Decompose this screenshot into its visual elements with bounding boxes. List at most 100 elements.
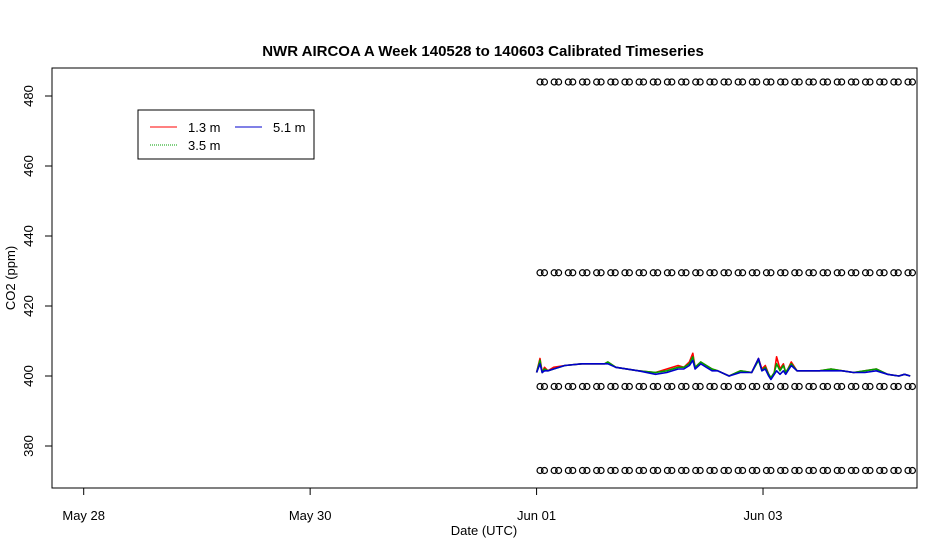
y-tick-label: 420 <box>21 295 36 317</box>
reference-point <box>838 382 846 391</box>
reference-point <box>578 269 587 277</box>
x-tick-label: May 30 <box>289 508 332 523</box>
reference-point <box>791 78 799 86</box>
reference-point <box>908 466 917 475</box>
reference-point <box>696 382 704 391</box>
reference-point <box>625 78 633 86</box>
reference-point <box>894 382 902 391</box>
reference-point <box>795 269 803 277</box>
reference-point <box>748 78 756 86</box>
reference-point <box>847 78 855 86</box>
reference-point <box>781 269 789 277</box>
reference-point <box>578 466 587 475</box>
reference-point <box>838 466 846 475</box>
reference-point <box>663 269 672 277</box>
y-tick-label: 440 <box>21 225 36 247</box>
reference-point <box>692 269 700 277</box>
reference-point <box>597 269 605 277</box>
reference-point <box>578 382 587 391</box>
reference-point <box>536 269 544 277</box>
reference-point <box>692 466 700 475</box>
reference-point <box>753 466 761 475</box>
reference-point <box>762 382 771 391</box>
reference-point <box>880 382 888 391</box>
reference-point <box>838 78 846 86</box>
reference-point <box>583 382 591 391</box>
reference-point <box>904 78 912 86</box>
reference-point <box>823 382 832 391</box>
reference-point <box>795 466 803 475</box>
reference-point <box>876 269 884 277</box>
legend: 1.3 m 3.5 m 5.1 m <box>137 109 315 160</box>
reference-point <box>819 466 827 475</box>
x-tick-label: May 28 <box>62 508 105 523</box>
reference-point <box>880 78 888 86</box>
reference-point <box>738 78 747 86</box>
reference-point <box>540 269 549 277</box>
reference-point <box>710 382 718 391</box>
reference-point <box>738 382 747 391</box>
reference-point <box>649 382 657 391</box>
reference-point <box>720 466 728 475</box>
reference-point <box>607 78 615 86</box>
reference-point <box>611 466 619 475</box>
reference-point <box>621 382 629 391</box>
reference-point <box>706 382 714 391</box>
reference-point <box>724 382 733 391</box>
reference-point <box>677 466 686 475</box>
reference-point <box>554 269 563 277</box>
reference-point <box>890 382 898 391</box>
reference-point <box>668 466 676 475</box>
reference-point <box>894 269 902 277</box>
reference-point <box>866 382 874 391</box>
y-axis: 380 400 420 440 460 480 <box>21 85 52 457</box>
reference-point <box>880 466 888 475</box>
reference-point <box>621 78 629 86</box>
reference-point <box>866 269 874 277</box>
reference-point <box>762 466 771 475</box>
reference-point <box>724 269 733 277</box>
reference-point <box>894 78 902 86</box>
reference-point <box>611 382 619 391</box>
reference-point <box>748 269 756 277</box>
reference-point <box>852 466 860 475</box>
reference-point <box>554 466 563 475</box>
reference-point <box>908 78 917 86</box>
reference-point <box>597 78 605 86</box>
reference-point <box>668 78 676 86</box>
legend-label-3-5m: 3.5 m <box>188 138 221 153</box>
reference-point <box>550 382 558 391</box>
reference-point <box>894 466 902 475</box>
reference-point <box>625 382 633 391</box>
reference-point <box>847 466 855 475</box>
reference-point <box>734 466 742 475</box>
reference-point <box>753 382 761 391</box>
reference-point <box>847 269 855 277</box>
reference-point <box>564 78 572 86</box>
reference-point <box>607 269 615 277</box>
reference-point <box>677 269 686 277</box>
reference-point <box>767 78 775 86</box>
reference-point <box>654 466 662 475</box>
reference-point <box>621 466 629 475</box>
reference-point <box>767 382 775 391</box>
reference-point <box>823 78 832 86</box>
reference-point <box>908 382 917 391</box>
y-tick-label: 480 <box>21 85 36 107</box>
reference-point <box>540 78 549 86</box>
chart-title: NWR AIRCOA A Week 140528 to 140603 Calib… <box>262 43 704 60</box>
reference-point <box>569 466 577 475</box>
x-axis: May 28 May 30 Jun 01 Jun 03 <box>62 488 783 523</box>
reference-point <box>706 466 714 475</box>
reference-point <box>890 78 898 86</box>
reference-point <box>677 382 686 391</box>
reference-point <box>908 269 917 277</box>
reference-point <box>734 382 742 391</box>
reference-point <box>861 78 870 86</box>
reference-point <box>791 466 799 475</box>
reference-point <box>904 382 912 391</box>
reference-point <box>753 269 761 277</box>
series-line-5-1-m <box>535 357 911 381</box>
reference-point <box>583 466 591 475</box>
